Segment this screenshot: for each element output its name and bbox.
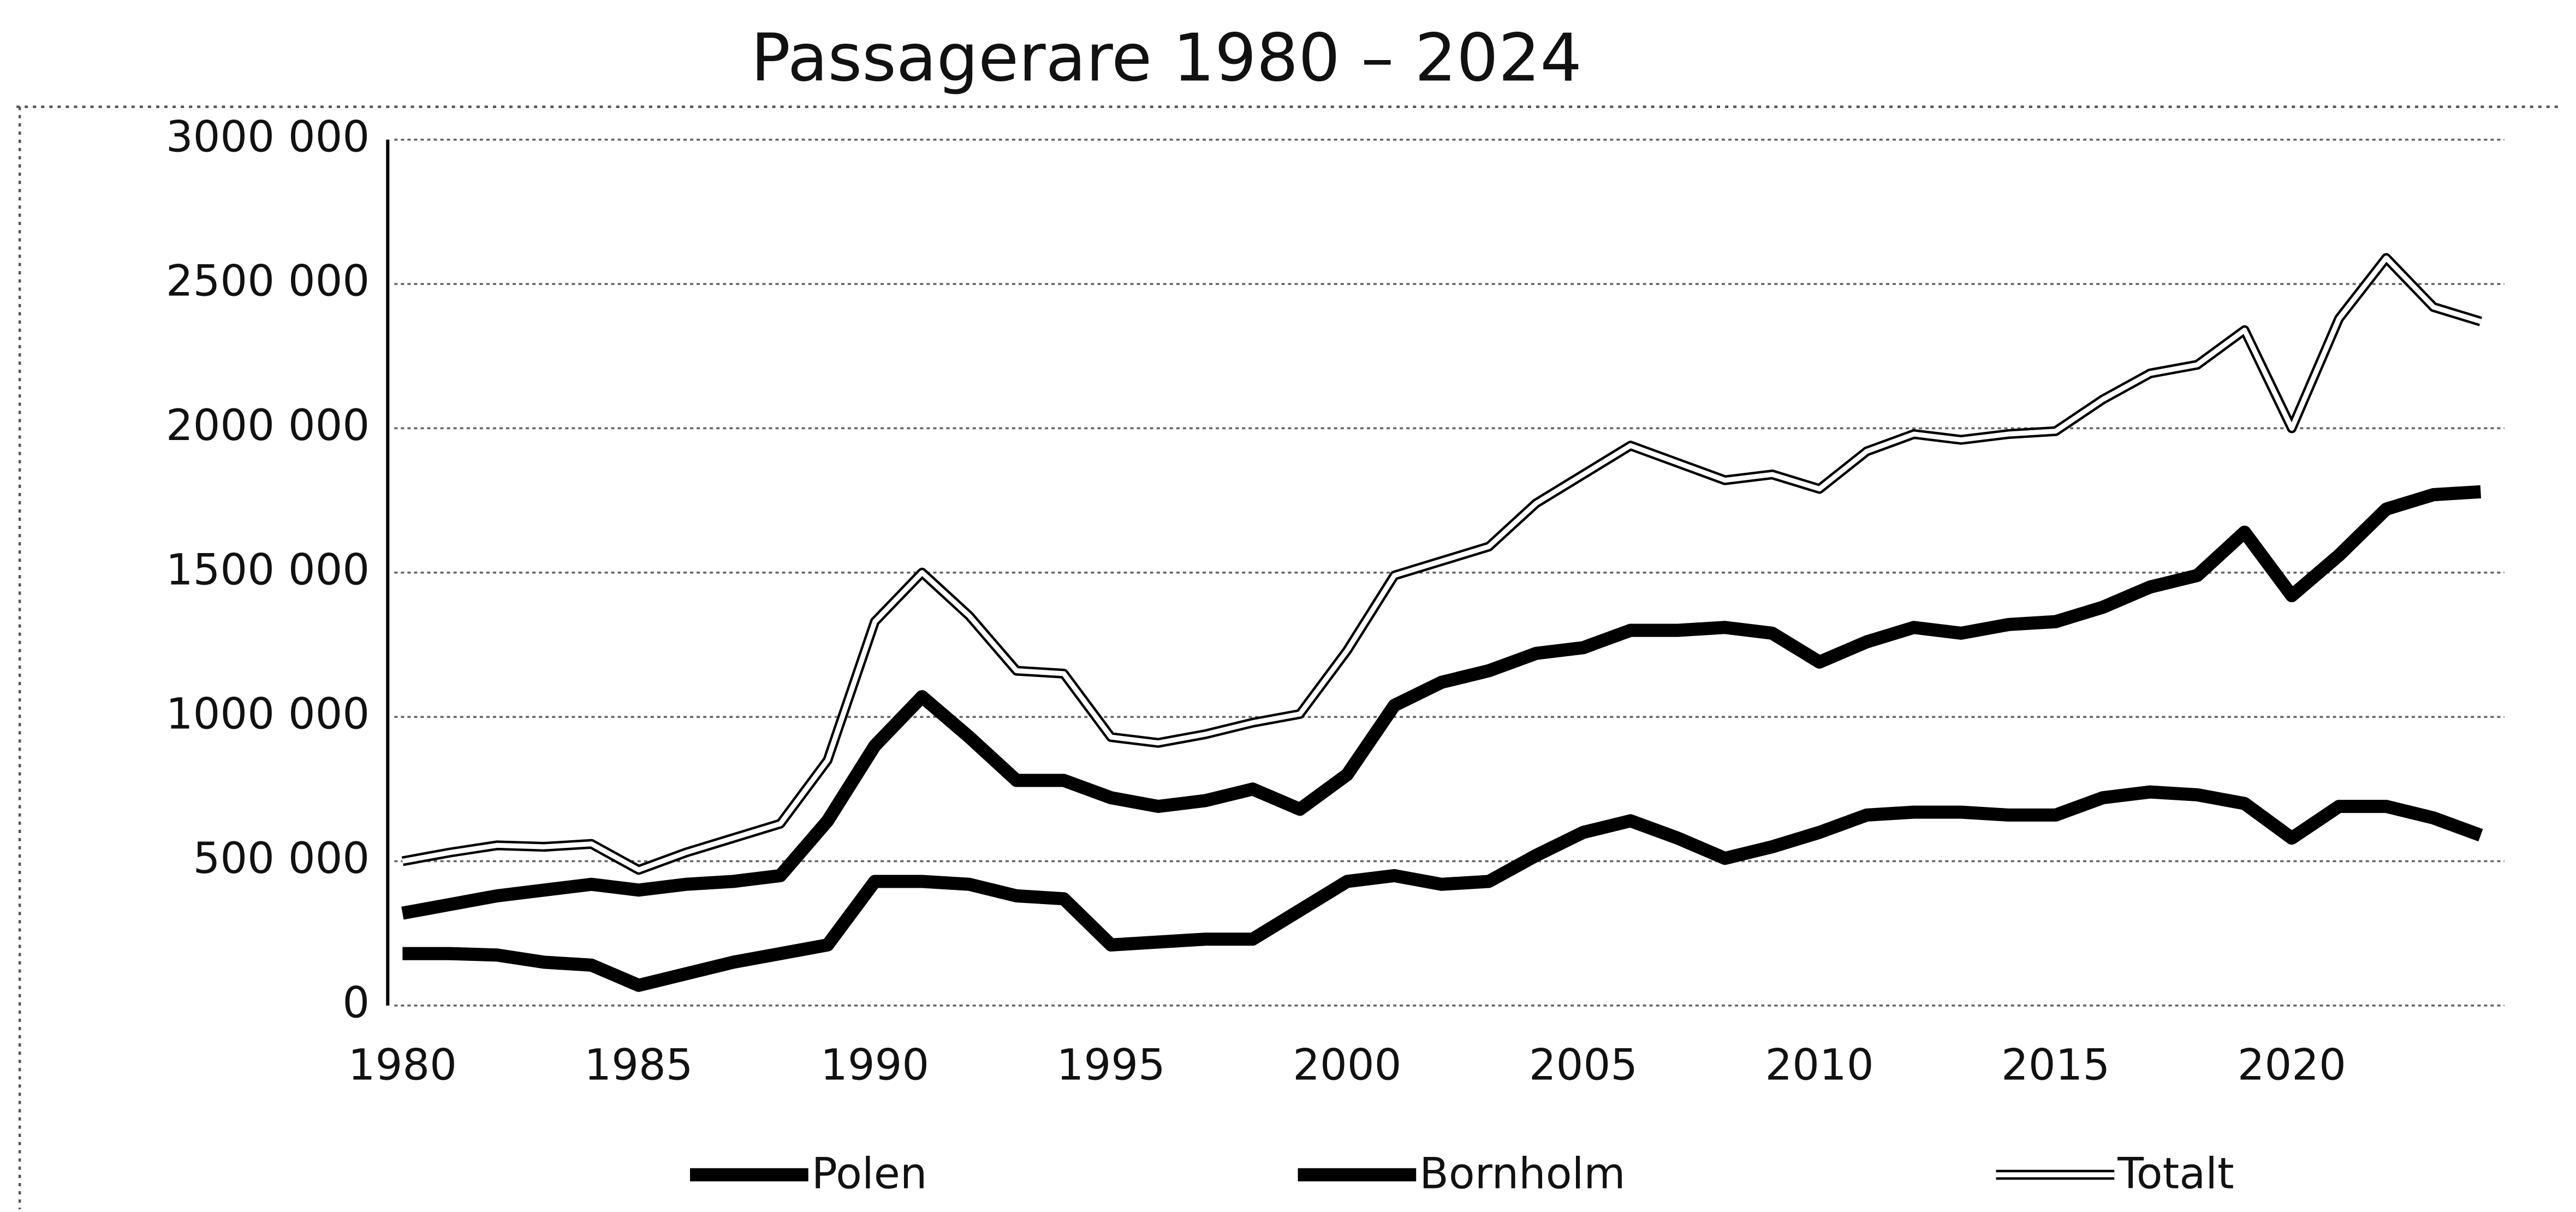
- x-tick-label: 2000: [1293, 1041, 1401, 1090]
- legend-label: Totalt: [2117, 1149, 2234, 1198]
- x-tick-label: 2005: [1529, 1041, 1638, 1090]
- y-tick-label: 1000 000: [166, 690, 370, 739]
- x-tick-label: 2020: [2238, 1041, 2346, 1090]
- x-tick-label: 1980: [348, 1041, 457, 1090]
- y-tick-label: 500 000: [193, 834, 370, 883]
- series-line: [402, 785, 2483, 992]
- y-tick-label: 2500 000: [166, 257, 370, 306]
- y-tick-label: 0: [342, 978, 370, 1027]
- x-tick-label: 1985: [584, 1041, 693, 1090]
- x-tick-label: 2015: [2001, 1041, 2110, 1090]
- y-tick-label: 3000 000: [166, 112, 370, 162]
- legend-label: Polen: [812, 1149, 927, 1198]
- x-tick-label: 1990: [820, 1041, 929, 1090]
- series-line: [402, 256, 2482, 872]
- x-tick-label: 2010: [1765, 1041, 1874, 1090]
- x-tick-label: 1995: [1057, 1041, 1165, 1090]
- y-tick-label: 1500 000: [166, 545, 370, 595]
- legend-label: Bornholm: [1419, 1149, 1625, 1198]
- series-line: [401, 485, 2482, 920]
- y-tick-label: 2000 000: [166, 401, 370, 450]
- chart-title: Passagerare 1980 – 2024: [751, 20, 1582, 97]
